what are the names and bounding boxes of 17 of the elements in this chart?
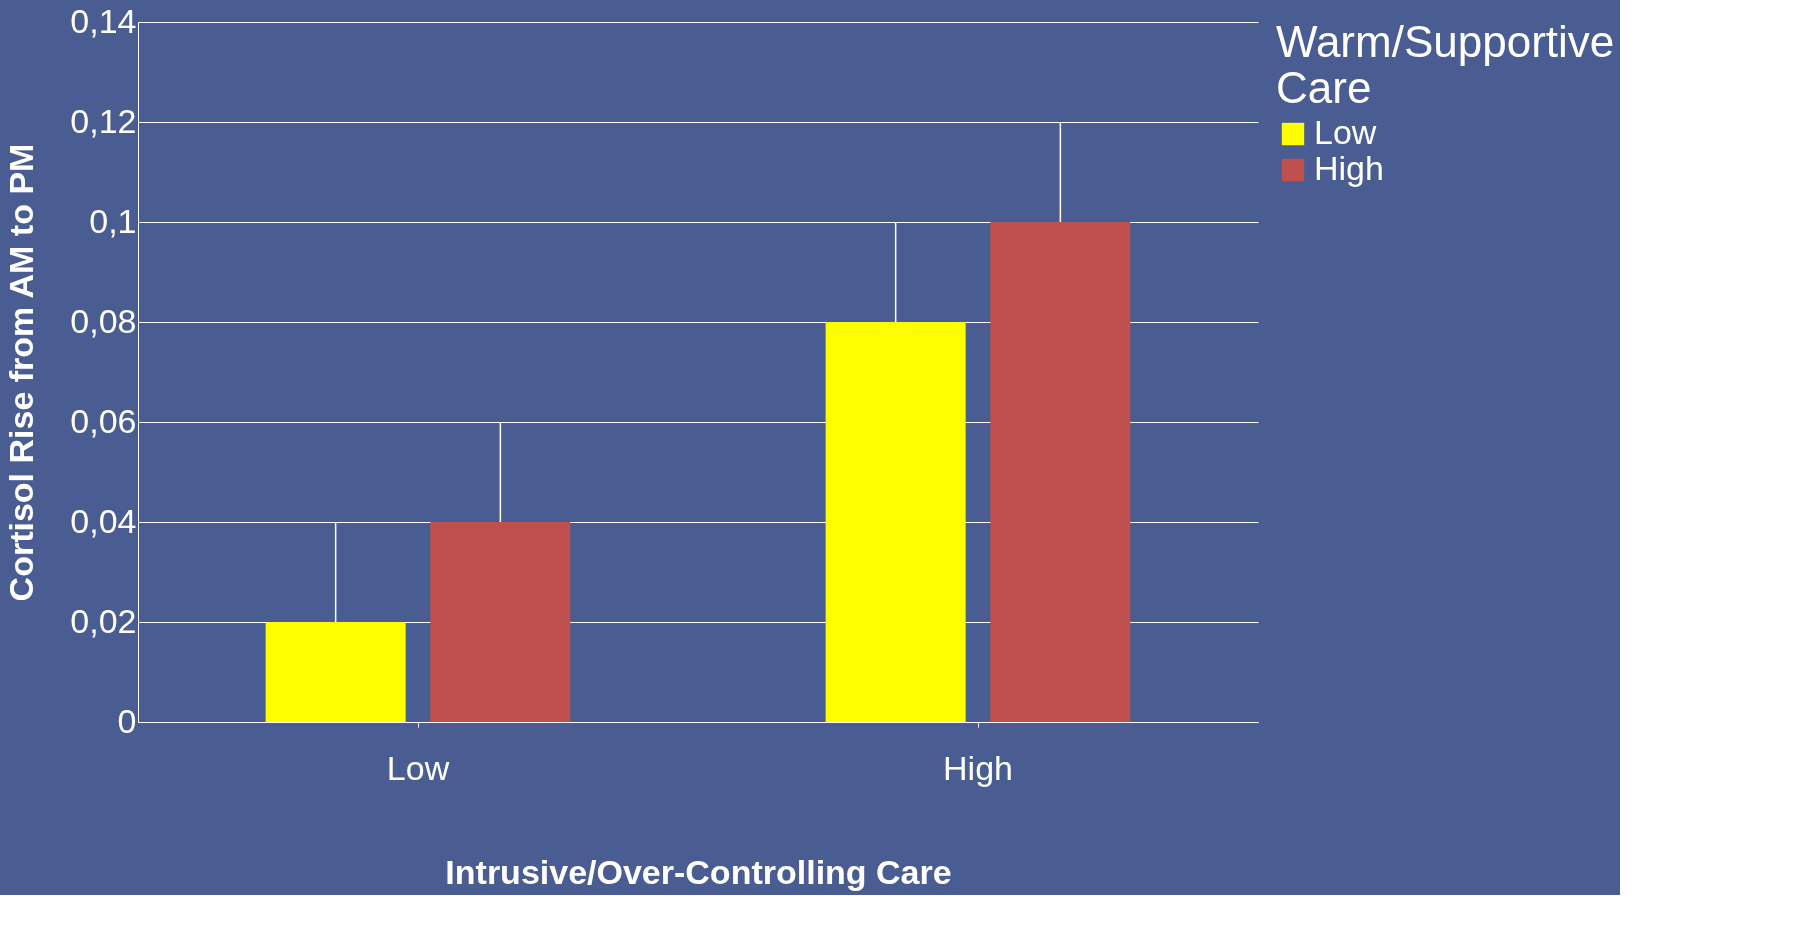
y-tick-label: 0,06: [70, 401, 137, 440]
legend-label: Low: [1314, 113, 1377, 151]
bar: [990, 222, 1131, 722]
y-tick-label: 0,02: [70, 601, 137, 640]
y-tick-label: 0: [117, 701, 137, 740]
legend-label: High: [1314, 149, 1384, 187]
bar: [825, 322, 966, 722]
y-tick-label: 0,04: [70, 501, 137, 540]
y-tick-label: 0,14: [70, 1, 137, 40]
y-tick-label: 0,1: [89, 201, 137, 240]
y-axis-title: Cortisol Rise from AM to PM: [2, 143, 41, 602]
bar: [265, 622, 406, 722]
bar: [430, 522, 571, 722]
y-tick-label: 0,08: [70, 301, 137, 340]
y-tick-label: 0,12: [70, 101, 137, 140]
x-axis-title: Intrusive/Over-Controlling Care: [445, 852, 952, 891]
legend-title: Warm/Supportive Care: [1276, 17, 1615, 112]
